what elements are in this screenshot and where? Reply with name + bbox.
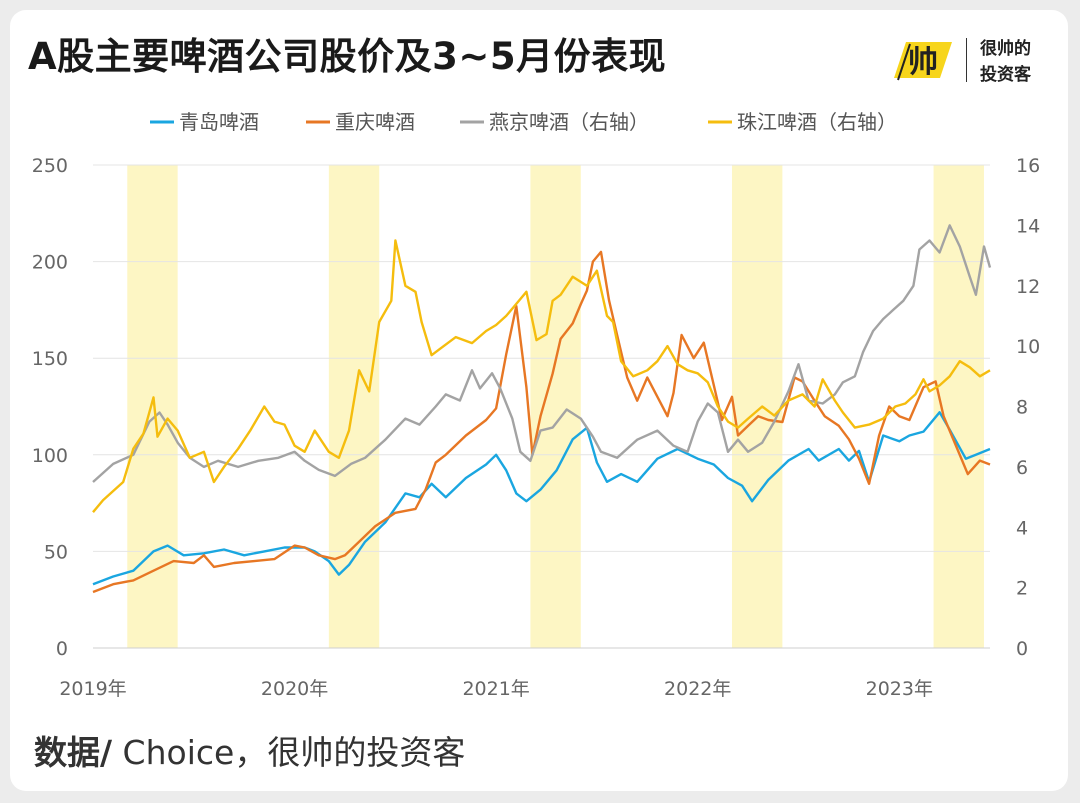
logo-text-line1: 很帅的 (980, 39, 1031, 59)
left-tick-label-3: 150 (32, 348, 68, 370)
logo-divider (966, 38, 967, 82)
left-tick-label-2: 100 (32, 445, 68, 467)
logo-mark-glyph: 帅 (908, 45, 938, 80)
data-source: 数据/ Choice，很帅的投资客 (34, 726, 465, 774)
chart-title: A股主要啤酒公司股价及3~5月份表现 (28, 35, 667, 78)
legend: 青岛啤酒 重庆啤酒 燕京啤酒（右轴） 珠江啤酒（右轴） (150, 110, 897, 134)
left-tick-label-5: 250 (32, 155, 68, 177)
logo-mark-icon: 帅 (894, 42, 952, 81)
series-line-3 (92, 239, 991, 513)
right-tick-label-4: 8 (1016, 397, 1028, 419)
x-axis-ticks: 2019年 2020年 2021年 2022年 2023年 (59, 678, 933, 700)
highlight-periods (127, 165, 984, 648)
source-label: 数据/ (34, 733, 113, 772)
right-tick-label-0: 0 (1016, 638, 1028, 660)
right-tick-label-8: 16 (1016, 155, 1040, 177)
highlight-band-0 (127, 165, 178, 648)
logo-text-line2: 投资客 (980, 65, 1031, 85)
grid-lines (93, 164, 990, 649)
source-text: Choice，很帅的投资客 (112, 733, 466, 772)
highlight-band-2 (530, 165, 581, 648)
x-tick-label-1: 2020年 (261, 678, 328, 700)
legend-label-2: 燕京啤酒（右轴） (489, 110, 649, 134)
right-tick-label-6: 12 (1016, 276, 1040, 298)
right-axis-ticks: 0 2 4 6 8 10 12 14 16 (1016, 155, 1040, 660)
left-tick-label-1: 50 (44, 541, 68, 563)
right-tick-label-3: 6 (1016, 457, 1028, 479)
x-tick-label-2: 2021年 (462, 678, 529, 700)
right-tick-label-5: 10 (1016, 336, 1040, 358)
left-axis-ticks: 0 50 100 150 200 250 (32, 155, 68, 660)
right-tick-label-7: 14 (1016, 215, 1040, 237)
x-tick-label-0: 2019年 (59, 678, 126, 700)
right-tick-label-2: 4 (1016, 517, 1028, 539)
right-tick-label-1: 2 (1016, 578, 1028, 600)
x-tick-label-3: 2022年 (664, 678, 731, 700)
legend-label-0: 青岛啤酒 (179, 110, 259, 134)
highlight-band-3 (731, 165, 783, 648)
series-lines (92, 224, 992, 594)
left-tick-label-0: 0 (56, 638, 68, 660)
series-line-1 (92, 250, 991, 594)
brand-logo: 帅 很帅的 投资客 (888, 32, 1048, 92)
legend-label-3: 珠江啤酒（右轴） (737, 110, 897, 134)
x-tick-label-4: 2023年 (866, 678, 933, 700)
series-line-2 (92, 224, 992, 483)
series-line-0 (92, 411, 991, 586)
left-tick-label-4: 200 (32, 252, 68, 274)
legend-label-1: 重庆啤酒 (335, 110, 415, 134)
